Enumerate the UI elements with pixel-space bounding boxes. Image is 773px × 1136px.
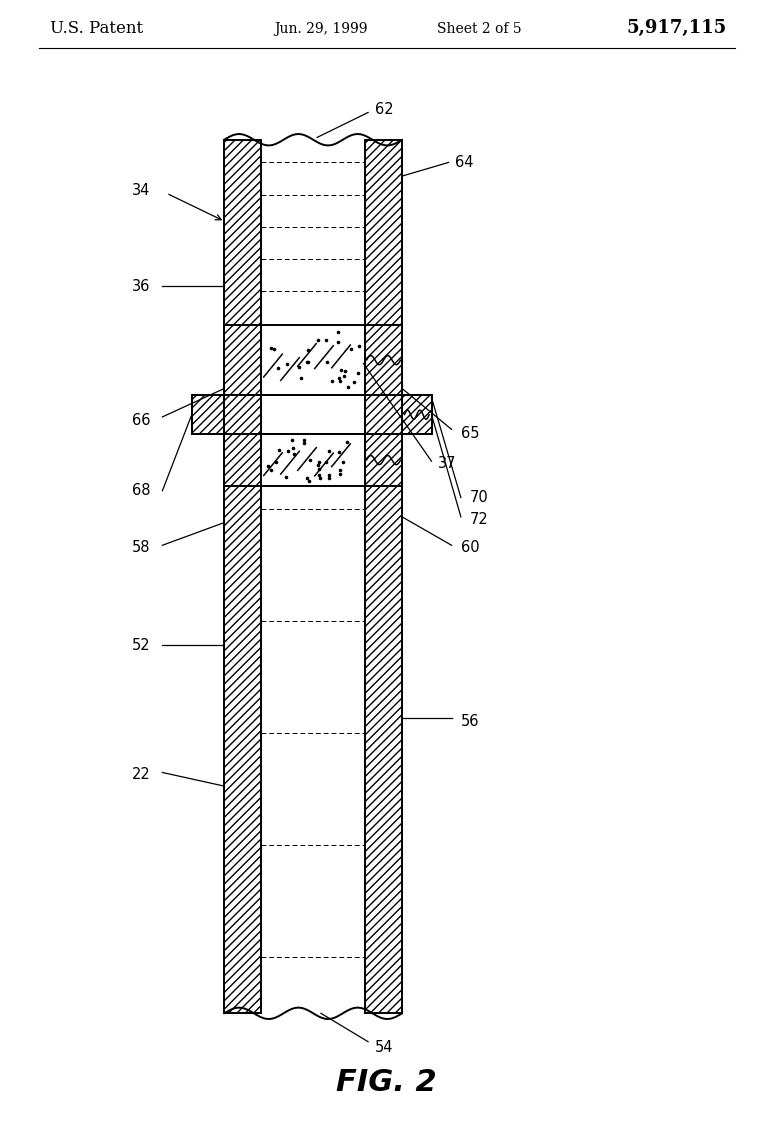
Text: 65: 65 <box>461 426 479 442</box>
Point <box>319 332 332 350</box>
Text: 58: 58 <box>132 540 151 556</box>
Point <box>339 362 351 381</box>
Point <box>286 431 298 449</box>
Point <box>312 453 325 471</box>
Point <box>313 466 325 484</box>
Point <box>288 445 301 463</box>
Point <box>314 469 326 487</box>
Point <box>301 469 313 487</box>
Point <box>270 452 282 470</box>
Point <box>312 332 325 350</box>
Text: 64: 64 <box>455 154 473 170</box>
Point <box>265 340 278 358</box>
Point <box>303 471 315 490</box>
Text: 22: 22 <box>132 767 151 783</box>
Point <box>302 353 315 371</box>
Point <box>268 340 281 358</box>
Point <box>352 364 364 382</box>
Point <box>271 359 284 377</box>
Point <box>325 371 338 390</box>
Text: U.S. Patent: U.S. Patent <box>50 20 143 37</box>
Text: 52: 52 <box>132 637 151 653</box>
Text: Sheet 2 of 5: Sheet 2 of 5 <box>437 22 522 36</box>
Point <box>334 361 346 379</box>
Polygon shape <box>224 486 261 1013</box>
Point <box>281 442 294 460</box>
Polygon shape <box>224 325 261 395</box>
Point <box>341 378 353 396</box>
Point <box>264 461 277 479</box>
Polygon shape <box>224 395 261 434</box>
Text: 62: 62 <box>375 101 393 117</box>
Point <box>334 373 346 391</box>
Point <box>334 466 346 484</box>
Point <box>322 442 335 460</box>
Point <box>337 453 349 471</box>
Point <box>348 373 360 391</box>
Point <box>338 367 350 385</box>
Point <box>298 434 310 452</box>
Text: 60: 60 <box>461 540 479 556</box>
Text: 5,917,115: 5,917,115 <box>626 19 727 37</box>
Text: FIG. 2: FIG. 2 <box>336 1068 437 1096</box>
Polygon shape <box>365 140 402 325</box>
Text: Jun. 29, 1999: Jun. 29, 1999 <box>274 22 367 36</box>
Point <box>321 352 333 370</box>
Text: 36: 36 <box>132 278 151 294</box>
Polygon shape <box>365 486 402 1013</box>
Point <box>304 451 316 469</box>
Point <box>295 369 307 387</box>
Point <box>320 453 332 471</box>
Text: 54: 54 <box>375 1039 393 1055</box>
Text: 72: 72 <box>470 511 489 527</box>
Text: 37: 37 <box>438 456 456 471</box>
Point <box>332 443 345 461</box>
Point <box>333 369 346 387</box>
Text: 70: 70 <box>470 490 489 506</box>
Polygon shape <box>192 395 224 434</box>
Point <box>272 442 284 460</box>
Point <box>312 460 325 478</box>
Text: 66: 66 <box>132 412 151 428</box>
Point <box>301 341 314 359</box>
Text: 56: 56 <box>461 713 479 729</box>
Point <box>352 336 365 354</box>
Point <box>301 353 313 371</box>
Text: 68: 68 <box>132 483 151 499</box>
Point <box>312 457 325 475</box>
Polygon shape <box>224 140 261 325</box>
Point <box>293 358 305 376</box>
Polygon shape <box>365 325 402 395</box>
Point <box>332 333 344 351</box>
Point <box>323 466 335 484</box>
Point <box>332 324 344 342</box>
Text: 34: 34 <box>132 183 151 199</box>
Point <box>345 341 357 359</box>
Point <box>322 468 335 486</box>
Point <box>334 461 346 479</box>
Point <box>280 468 292 486</box>
Polygon shape <box>365 434 402 486</box>
Point <box>287 438 299 457</box>
Polygon shape <box>224 434 261 486</box>
Point <box>262 457 274 475</box>
Point <box>341 433 353 451</box>
Polygon shape <box>365 395 402 434</box>
Point <box>281 354 293 373</box>
Polygon shape <box>402 395 431 434</box>
Point <box>298 431 311 449</box>
